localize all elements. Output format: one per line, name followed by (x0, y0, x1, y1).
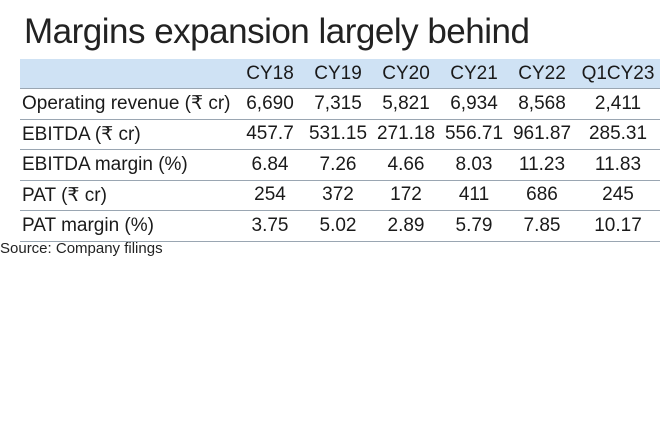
table-cell: 172 (372, 180, 440, 211)
table-row: PAT (₹ cr) 254 372 172 411 686 245 (20, 180, 660, 211)
header-row: CY18 CY19 CY20 CY21 CY22 Q1CY23 (20, 59, 660, 89)
table-cell: 3.75 (236, 210, 304, 242)
table-cell: 245 (576, 180, 660, 211)
column-header: CY22 (508, 59, 576, 89)
table-cell: 2,411 (576, 88, 660, 120)
row-label: EBITDA margin (%) (20, 149, 236, 181)
table-cell: 271.18 (372, 119, 440, 150)
table-cell: 5,821 (372, 88, 440, 120)
table-cell: 6,934 (440, 88, 508, 120)
table-cell: 7.85 (508, 210, 576, 242)
table-cell: 254 (236, 180, 304, 211)
column-header: CY18 (236, 59, 304, 89)
financials-table: CY18 CY19 CY20 CY21 CY22 Q1CY23 Operatin… (20, 59, 660, 242)
column-header: Q1CY23 (576, 59, 660, 89)
table-cell: 7.26 (304, 149, 372, 181)
table-cell: 11.23 (508, 149, 576, 181)
table-cell: 11.83 (576, 149, 660, 181)
table-cell: 8.03 (440, 149, 508, 181)
table-cell: 5.79 (440, 210, 508, 242)
column-header: CY21 (440, 59, 508, 89)
row-label: PAT margin (%) (20, 210, 236, 242)
row-label: PAT (₹ cr) (20, 180, 236, 211)
column-header: CY20 (372, 59, 440, 89)
table-cell: 556.71 (440, 119, 508, 150)
table-cell: 6.84 (236, 149, 304, 181)
table-cell: 2.89 (372, 210, 440, 242)
table-cell: 6,690 (236, 88, 304, 120)
table-row: EBITDA (₹ cr) 457.7 531.15 271.18 556.71… (20, 119, 660, 150)
row-label: EBITDA (₹ cr) (20, 119, 236, 150)
financials-table-container: CY18 CY19 CY20 CY21 CY22 Q1CY23 Operatin… (20, 59, 660, 242)
table-row: EBITDA margin (%) 6.84 7.26 4.66 8.03 11… (20, 149, 660, 181)
table-cell: 457.7 (236, 119, 304, 150)
table-cell: 372 (304, 180, 372, 211)
table-cell: 531.15 (304, 119, 372, 150)
table-cell: 961.87 (508, 119, 576, 150)
table-cell: 5.02 (304, 210, 372, 242)
table-cell: 285.31 (576, 119, 660, 150)
table-cell: 411 (440, 180, 508, 211)
header-blank-cell (20, 59, 236, 89)
table-row: Operating revenue (₹ cr) 6,690 7,315 5,8… (20, 88, 660, 120)
column-header: CY19 (304, 59, 372, 89)
source-note: Source: Company filings (0, 240, 163, 257)
page-title: Margins expansion largely behind (24, 12, 530, 51)
table-row: PAT margin (%) 3.75 5.02 2.89 5.79 7.85 … (20, 210, 660, 242)
table-cell: 10.17 (576, 210, 660, 242)
row-label: Operating revenue (₹ cr) (20, 88, 236, 120)
table-cell: 8,568 (508, 88, 576, 120)
table-cell: 7,315 (304, 88, 372, 120)
table-cell: 4.66 (372, 149, 440, 181)
table-cell: 686 (508, 180, 576, 211)
